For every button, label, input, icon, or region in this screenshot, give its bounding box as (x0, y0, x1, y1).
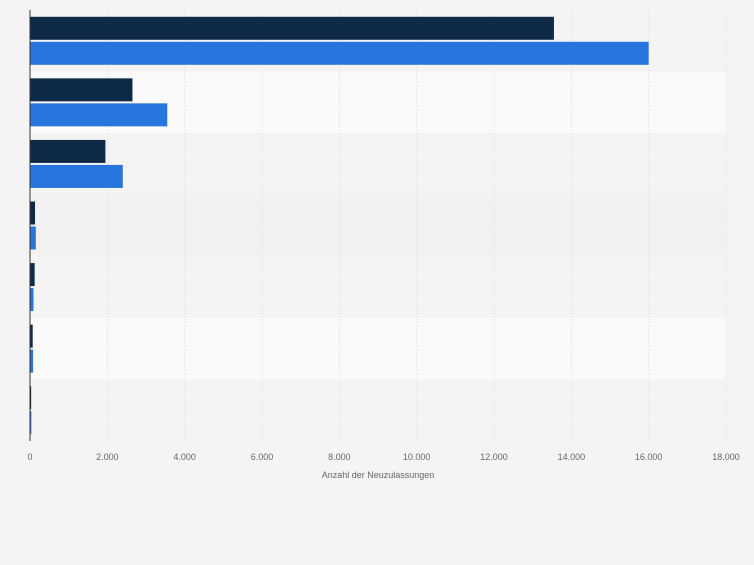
row-band (30, 256, 726, 318)
x-axis-title: Anzahl der Neuzulassungen (322, 470, 435, 480)
bar-series-1-row-7[interactable] (30, 386, 32, 410)
bar-series-2-row-3[interactable] (30, 164, 123, 188)
x-tick-label: 4.000 (173, 452, 196, 462)
bars (30, 16, 649, 435)
x-tick-label: 0 (27, 452, 32, 462)
bar-series-2-row-5[interactable] (30, 288, 34, 312)
bar-series-1-row-6[interactable] (30, 324, 33, 348)
x-tick-label: 18.000 (712, 452, 740, 462)
x-tick-label: 14.000 (558, 452, 586, 462)
x-tick-label: 16.000 (635, 452, 663, 462)
bar-series-1-row-4[interactable] (30, 201, 36, 225)
bar-series-2-row-6[interactable] (30, 349, 34, 373)
bar-series-2-row-2[interactable] (30, 103, 168, 127)
row-band (30, 317, 726, 380)
row-band (30, 379, 726, 441)
x-tick-label: 6.000 (251, 452, 274, 462)
bar-series-2-row-4[interactable] (30, 226, 36, 250)
row-bands (30, 10, 726, 441)
x-axis-ticks: 0 2.000 4.000 6.000 8.000 10.000 12.000 14.000 1… (27, 452, 739, 462)
row-band (30, 133, 726, 195)
bar-series-2-row-1[interactable] (30, 41, 649, 65)
x-tick-label: 12.000 (480, 452, 508, 462)
bar-series-1-row-3[interactable] (30, 139, 106, 163)
x-tick-label: 8.000 (328, 452, 351, 462)
bar-series-2-row-7[interactable] (30, 411, 32, 435)
row-band (30, 194, 726, 257)
x-tick-label: 2.000 (96, 452, 119, 462)
bar-series-1-row-1[interactable] (30, 16, 554, 40)
x-tick-label: 10.000 (403, 452, 431, 462)
bar-series-1-row-5[interactable] (30, 263, 35, 287)
bar-series-1-row-2[interactable] (30, 78, 133, 102)
